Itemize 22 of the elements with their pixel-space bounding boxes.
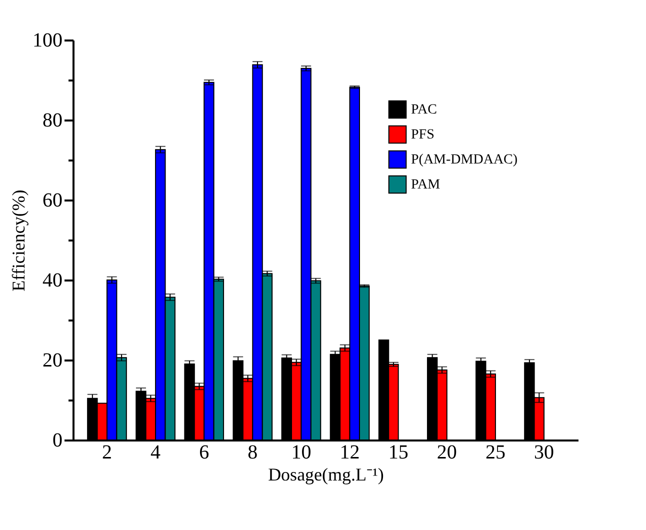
x-tick-label: 6 xyxy=(199,442,210,464)
y-tick-label: 40 xyxy=(42,270,62,292)
y-tick-label: 100 xyxy=(32,30,62,52)
y-axis-title: Efficiency(%) xyxy=(8,190,28,292)
y-tick-label: 60 xyxy=(42,190,62,212)
x-tick-label: 2 xyxy=(102,442,112,464)
x-tick-label: 25 xyxy=(485,442,506,464)
y-tick-label: 80 xyxy=(42,110,62,132)
legend-label: PAM xyxy=(411,178,441,192)
legend-label: PFS xyxy=(411,128,434,142)
y-tick-label: 0 xyxy=(52,430,62,452)
legend-label: PAC xyxy=(411,102,437,118)
y-tick-label: 20 xyxy=(42,350,62,372)
x-tick-label: 12 xyxy=(340,442,360,464)
x-tick-label: 20 xyxy=(436,442,457,464)
x-tick-label: 15 xyxy=(388,442,408,464)
x-tick-label: 30 xyxy=(534,442,554,464)
x-tick-label: 4 xyxy=(150,442,161,464)
legend-label: P(AM-DMDAAC) xyxy=(411,152,518,168)
x-tick-label: 10 xyxy=(291,442,312,464)
x-axis-title: Dosage(mg.L⁻¹) xyxy=(268,464,384,484)
x-tick-label: 8 xyxy=(248,442,258,464)
